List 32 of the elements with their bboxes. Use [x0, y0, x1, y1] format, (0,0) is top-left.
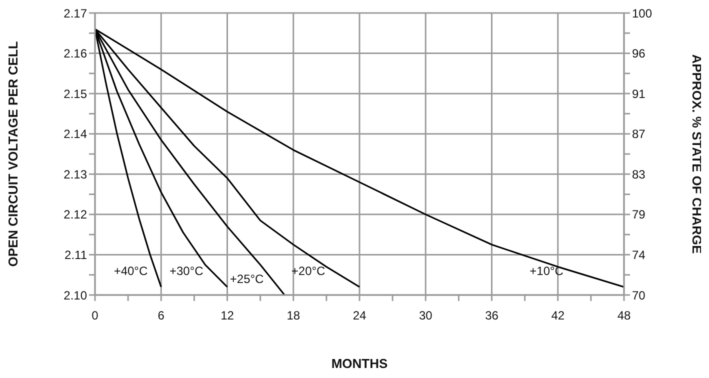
y-tick-label: 2.12	[64, 208, 88, 222]
x-tick-label: 36	[485, 308, 499, 323]
y-tick-label: 2.14	[64, 127, 88, 142]
x-tick-label: 6	[158, 308, 165, 323]
y2-tick-label: 96	[632, 46, 646, 61]
x-tick-label: 18	[286, 308, 300, 323]
x-tick-label: 24	[352, 308, 366, 323]
series-label: +30°C	[170, 264, 204, 278]
y-tick-label: 2.16	[64, 46, 88, 61]
y-tick-label: 2.10	[64, 288, 88, 302]
y-axis-title: OPEN CIRCUIT VOLTAGE PER CELL	[6, 41, 21, 267]
x-tick-label: 30	[418, 308, 433, 323]
y2-tick-label: 87	[632, 127, 646, 142]
x-tick-label: 0	[92, 308, 99, 323]
y2-tick-label: 74	[632, 248, 646, 262]
y-tick-label: 2.13	[64, 167, 88, 182]
y2-tick-label: 100	[632, 6, 652, 20]
y2-tick-label: 79	[632, 208, 646, 222]
x-axis-title: MONTHS	[331, 356, 388, 371]
y2-tick-label: 91	[632, 86, 646, 101]
series-label: +40°C	[114, 264, 148, 278]
y-tick-label: 2.15	[64, 86, 88, 101]
x-tick-label: 12	[220, 308, 234, 323]
y2-tick-label: 83	[632, 167, 646, 182]
x-tick-label: 42	[551, 308, 565, 323]
x-tick-label: 48	[617, 308, 631, 323]
series-label: +20°C	[291, 264, 326, 278]
series-label: +10°C	[530, 264, 564, 278]
y-tick-label: 2.17	[64, 6, 88, 20]
y2-tick-label: 70	[632, 288, 646, 302]
series-label: +25°C	[230, 272, 264, 286]
y-tick-label: 2.11	[64, 248, 88, 262]
